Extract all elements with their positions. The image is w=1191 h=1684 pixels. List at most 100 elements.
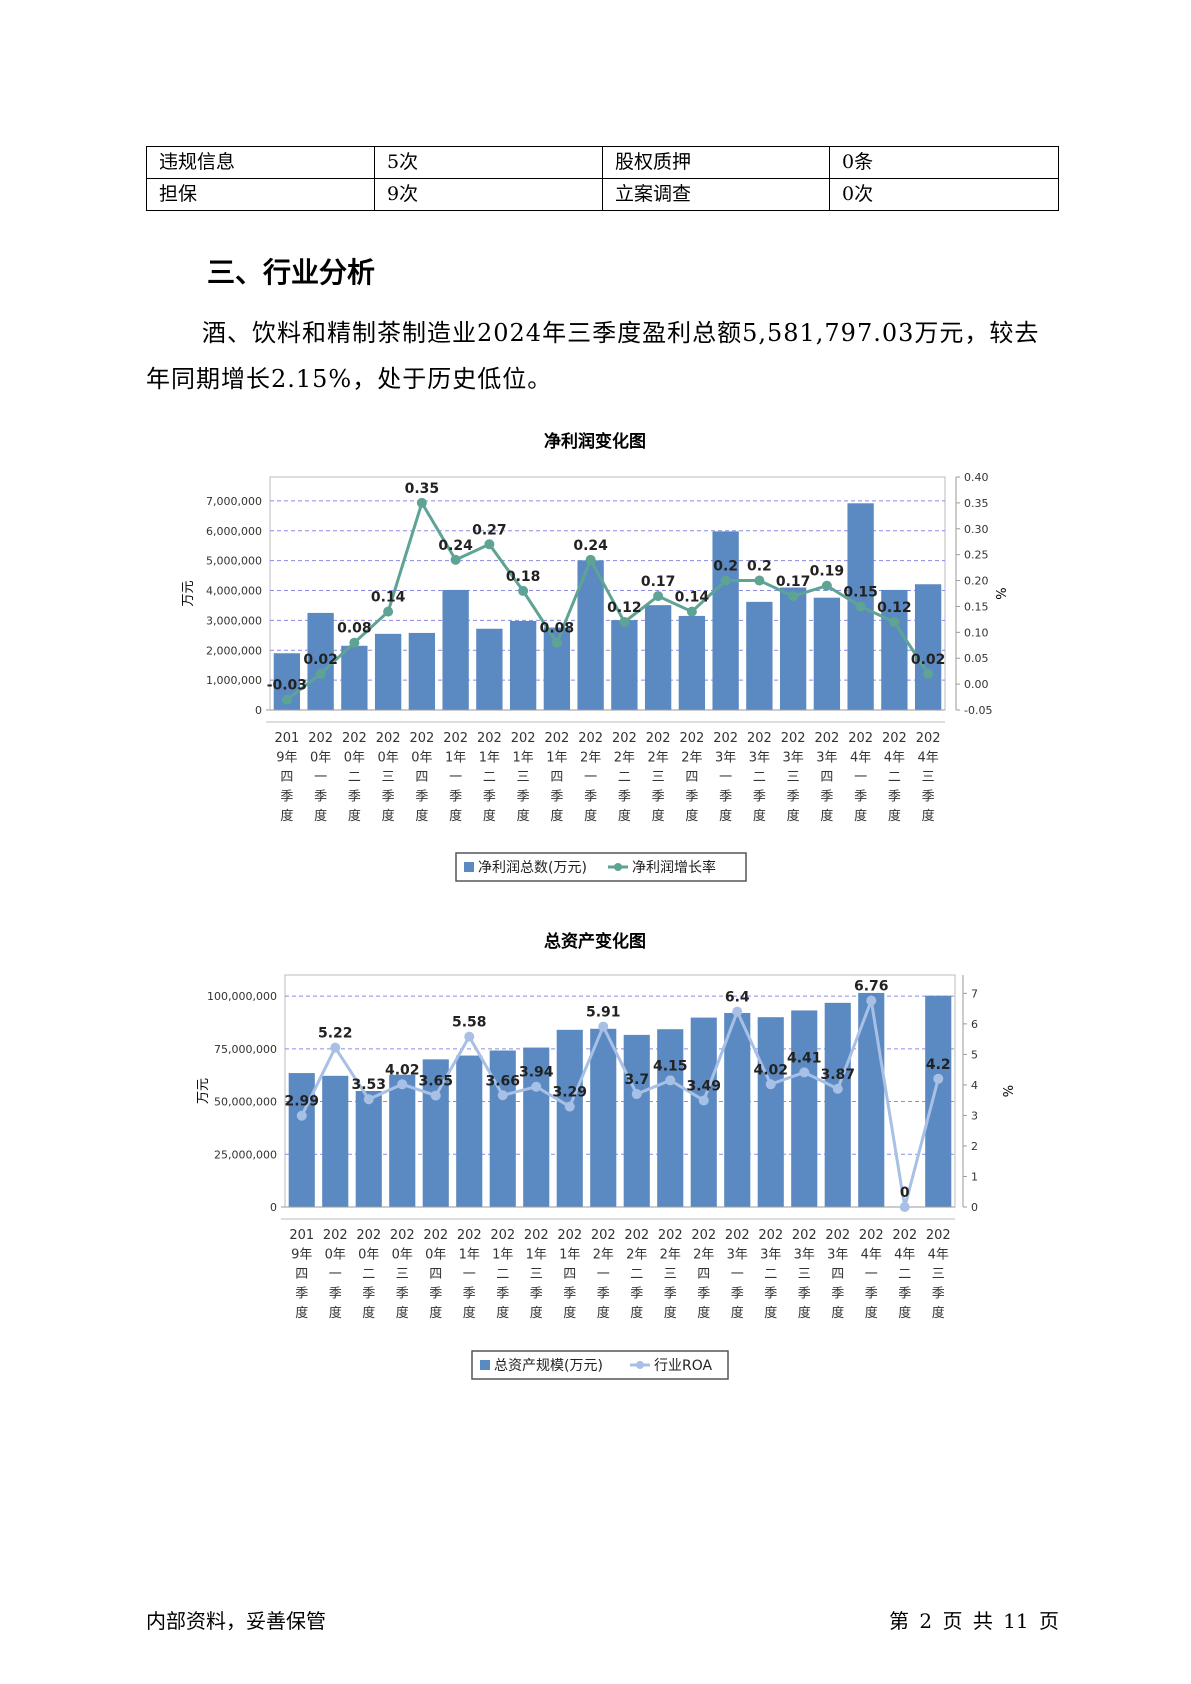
chart-title: 净利润变化图 bbox=[544, 431, 646, 452]
series-line bbox=[300, 994, 940, 1208]
table-cell: 违规信息 bbox=[146, 146, 375, 179]
table-cell: 5次 bbox=[374, 146, 603, 179]
bar bbox=[757, 1017, 784, 1207]
bar bbox=[307, 612, 334, 710]
y-tick-label: 4,000,000 bbox=[206, 585, 262, 598]
data-label: 4.41 bbox=[787, 1050, 822, 1066]
bar bbox=[322, 1075, 349, 1207]
data-label: 0.35 bbox=[405, 481, 440, 497]
data-label: 2.99 bbox=[284, 1094, 319, 1110]
data-label: 0.24 bbox=[438, 538, 473, 554]
y-tick-label: 7,000,000 bbox=[206, 495, 262, 508]
x-tick-label: 202 0年四季度 bbox=[409, 731, 434, 824]
table-cell: 0条 bbox=[829, 146, 1059, 179]
line-point bbox=[497, 1090, 508, 1101]
bar bbox=[489, 1050, 516, 1207]
y-tick-label: 75,000,000 bbox=[214, 1043, 277, 1056]
y2-tick-label: 0 bbox=[971, 1201, 978, 1214]
data-label: -0.03 bbox=[267, 678, 307, 694]
x-tick-label: 202 2年三季度 bbox=[658, 1228, 683, 1321]
data-label: 5.22 bbox=[318, 1026, 353, 1042]
data-label: 5.91 bbox=[586, 1005, 621, 1021]
bar bbox=[476, 628, 503, 710]
series-line bbox=[285, 499, 930, 701]
line-point bbox=[754, 575, 765, 586]
y-tick-label: 100,000,000 bbox=[207, 990, 277, 1003]
x-tick-label: 202 3年一季度 bbox=[725, 1228, 750, 1321]
line-point bbox=[631, 1089, 642, 1100]
data-label: 4.02 bbox=[385, 1062, 420, 1078]
table-cell: 9次 bbox=[374, 178, 603, 211]
line-point bbox=[899, 1202, 910, 1212]
data-label: 0.17 bbox=[641, 574, 676, 590]
x-tick-label: 202 4年二季度 bbox=[882, 731, 907, 824]
x-tick-label: 202 4年三季度 bbox=[926, 1228, 951, 1321]
total-assets-chart-svg: 总资产变化图025,000,00050,000,00075,000,000100… bbox=[196, 931, 1017, 1380]
y2-tick-label: 4 bbox=[971, 1079, 978, 1092]
x-tick-label: 202 0年二季度 bbox=[356, 1228, 381, 1321]
y2-tick-label: 0.10 bbox=[964, 626, 989, 639]
y-axis-title: 万元 bbox=[181, 580, 196, 606]
data-label: 0.12 bbox=[607, 600, 642, 616]
line-point bbox=[619, 616, 630, 627]
data-label: 3.53 bbox=[351, 1077, 386, 1093]
x-tick-label: 202 2年四季度 bbox=[691, 1228, 716, 1321]
y2-tick-label: 0.30 bbox=[964, 523, 989, 536]
data-label: 3.94 bbox=[519, 1065, 554, 1081]
y2-tick-label: 0.35 bbox=[964, 497, 989, 510]
x-tick-label: 202 1年二季度 bbox=[477, 731, 502, 824]
table-cell: 0次 bbox=[829, 178, 1059, 211]
x-tick-label: 202 1年一季度 bbox=[443, 731, 468, 824]
data-label: 0.19 bbox=[810, 564, 845, 580]
line-point bbox=[349, 637, 360, 648]
y-tick-label: 2,000,000 bbox=[206, 644, 262, 657]
bar bbox=[724, 1012, 751, 1207]
x-tick-label: 202 1年二季度 bbox=[490, 1228, 515, 1321]
data-label: 3.29 bbox=[552, 1085, 587, 1101]
legend-label: 净利润总数(万元) bbox=[478, 860, 587, 876]
table-cell: 担保 bbox=[146, 178, 375, 211]
bar bbox=[509, 620, 537, 710]
y2-tick-label: -0.05 bbox=[964, 704, 992, 717]
bar bbox=[374, 633, 402, 710]
y2-axis-title: % bbox=[995, 587, 1010, 599]
table-cell: 股权质押 bbox=[602, 146, 830, 179]
y-tick-label: 3,000,000 bbox=[206, 614, 262, 627]
y2-tick-label: 0.05 bbox=[964, 652, 989, 665]
line-point bbox=[383, 606, 394, 617]
x-tick-label: 201 9年四季度 bbox=[274, 731, 299, 824]
x-tick-label: 202 3年二季度 bbox=[758, 1228, 783, 1321]
line-point bbox=[416, 497, 427, 508]
line-point bbox=[720, 575, 731, 586]
page-number: 第 2 页 共 11 页 bbox=[889, 1609, 1059, 1633]
bar bbox=[881, 589, 908, 710]
y-tick-label: 0 bbox=[270, 1201, 277, 1214]
line-point bbox=[686, 606, 697, 617]
line-point bbox=[855, 601, 866, 612]
bar bbox=[442, 589, 469, 710]
line-point bbox=[821, 580, 832, 591]
net-profit-chart-svg: 净利润变化图 0 1,000,000 2,000,000 3,000,000 4,000,… bbox=[181, 431, 1010, 882]
bar bbox=[690, 1017, 717, 1207]
data-label: 0.14 bbox=[675, 590, 710, 606]
x-tick-label: 202 4年三季度 bbox=[916, 731, 941, 824]
legend-label: 总资产规模(万元) bbox=[494, 1358, 603, 1374]
data-label: 0.15 bbox=[843, 584, 878, 600]
data-label: 0.24 bbox=[573, 538, 608, 554]
y2-tick-label: 2 bbox=[971, 1140, 978, 1153]
data-label: 3.7 bbox=[624, 1072, 649, 1088]
bar bbox=[712, 531, 739, 710]
net-profit-chart: 净利润变化图 0 1,000,000 2,000,000 3,000,000 4,000,… bbox=[0, 425, 1191, 885]
data-label: 5.58 bbox=[452, 1015, 487, 1031]
x-tick-label: 202 1年四季度 bbox=[544, 731, 569, 824]
data-label: 0.17 bbox=[776, 574, 811, 590]
x-tick-label: 202 4年二季度 bbox=[892, 1228, 917, 1321]
info-table: 违规信息 5次 股权质押 0条 担保 9次 立案调查 0次 bbox=[146, 146, 1059, 211]
bar bbox=[813, 597, 841, 710]
footer-note: 内部资料，妥善保管 bbox=[146, 1609, 326, 1633]
table-cell: 立案调查 bbox=[602, 178, 830, 211]
bar bbox=[408, 632, 436, 710]
x-tick-label: 202 4年一季度 bbox=[859, 1228, 884, 1321]
legend-box bbox=[455, 852, 747, 882]
line-point bbox=[430, 1090, 441, 1101]
